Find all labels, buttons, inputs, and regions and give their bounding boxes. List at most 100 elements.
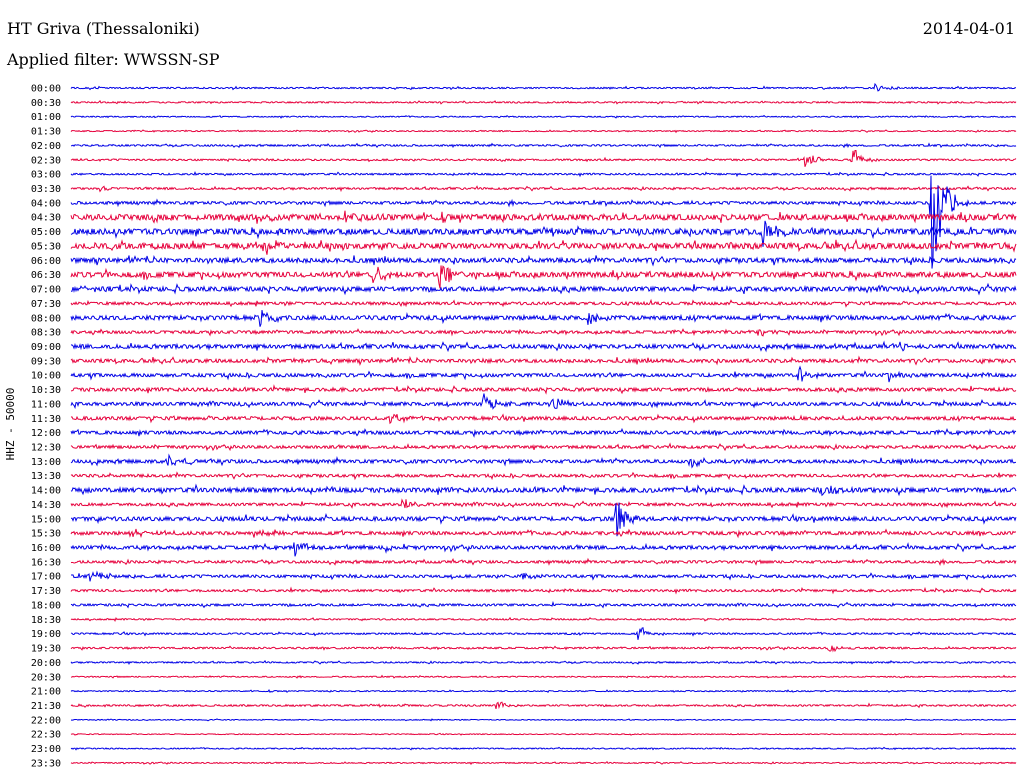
trace-row-0730 xyxy=(70,298,1017,308)
trace-row-1800 xyxy=(70,600,1017,609)
trace-row-2300 xyxy=(70,746,1017,751)
row-time-label: 10:00 xyxy=(31,371,61,382)
trace-row-0300 xyxy=(70,170,1017,178)
trace-row-1100 xyxy=(70,393,1017,410)
row-time-label: 10:30 xyxy=(31,385,61,396)
row-time-label: 20:30 xyxy=(31,672,61,683)
row-time-label: 12:00 xyxy=(31,428,61,439)
trace-row-1230 xyxy=(70,442,1017,452)
trace-row-0600 xyxy=(70,254,1017,267)
trace-row-1700 xyxy=(70,570,1017,582)
time-labels: 00:00 00:30 01:00 01:30 02:00 02:30 03:00 03:30… xyxy=(31,84,61,770)
trace-row-0430 xyxy=(70,210,1017,224)
row-time-label: 13:00 xyxy=(31,457,61,468)
trace-row-1730 xyxy=(70,586,1017,595)
row-time-label: 01:30 xyxy=(31,127,61,138)
row-time-label: 08:30 xyxy=(31,328,61,339)
row-time-label: 07:30 xyxy=(31,299,61,310)
row-time-label: 03:30 xyxy=(31,184,61,195)
row-time-label: 18:00 xyxy=(31,600,61,611)
trace-row-2130 xyxy=(70,701,1017,710)
trace-row-0330 xyxy=(70,185,1017,193)
row-time-label: 17:30 xyxy=(31,586,61,597)
row-time-label: 18:30 xyxy=(31,615,61,626)
row-time-label: 05:30 xyxy=(31,241,61,252)
trace-row-0000 xyxy=(70,82,1017,92)
trace-row-1430 xyxy=(70,498,1017,509)
row-time-label: 14:00 xyxy=(31,486,61,497)
station-title: HT Griva (Thessaloniki) xyxy=(7,19,200,38)
trace-row-2230 xyxy=(70,732,1017,736)
row-time-label: 15:30 xyxy=(31,529,61,540)
trace-row-0630 xyxy=(70,265,1017,289)
trace-row-1900 xyxy=(70,627,1017,640)
trace-row-1000 xyxy=(70,365,1017,383)
row-time-label: 00:30 xyxy=(31,98,61,109)
trace-row-0230 xyxy=(70,150,1017,167)
trace-row-0030 xyxy=(70,100,1017,105)
trace-row-0200 xyxy=(70,142,1017,149)
row-time-label: 07:00 xyxy=(31,285,61,296)
trace-row-1400 xyxy=(70,483,1017,497)
row-time-label: 20:00 xyxy=(31,658,61,669)
row-time-label: 23:30 xyxy=(31,758,61,769)
trace-row-0400 xyxy=(70,175,1017,269)
row-time-label: 09:00 xyxy=(31,342,61,353)
trace-rows xyxy=(70,82,1017,766)
row-time-label: 15:00 xyxy=(31,514,61,525)
trace-row-0800 xyxy=(70,309,1017,327)
row-time-label: 16:30 xyxy=(31,557,61,568)
trace-row-1630 xyxy=(70,557,1017,567)
trace-row-1830 xyxy=(70,616,1017,622)
row-time-label: 01:00 xyxy=(31,112,61,123)
row-time-label: 08:00 xyxy=(31,313,61,324)
row-time-label: 22:30 xyxy=(31,730,61,741)
trace-row-2330 xyxy=(70,760,1017,766)
trace-row-0700 xyxy=(70,282,1017,296)
row-time-label: 05:00 xyxy=(31,227,61,238)
row-time-label: 06:00 xyxy=(31,256,61,267)
row-time-label: 02:00 xyxy=(31,141,61,152)
trace-row-0530 xyxy=(70,238,1017,255)
trace-row-0930 xyxy=(70,355,1017,367)
row-time-label: 12:30 xyxy=(31,443,61,454)
row-time-label: 00:00 xyxy=(31,84,61,95)
trace-row-2000 xyxy=(70,659,1017,666)
row-time-label: 11:00 xyxy=(31,399,61,410)
trace-row-1530 xyxy=(70,528,1017,539)
trace-row-0900 xyxy=(70,340,1017,353)
trace-row-1930 xyxy=(70,645,1017,653)
row-time-label: 16:00 xyxy=(31,543,61,554)
row-time-label: 21:30 xyxy=(31,701,61,712)
row-time-label: 23:00 xyxy=(31,744,61,755)
row-time-label: 09:30 xyxy=(31,356,61,367)
row-time-label: 03:00 xyxy=(31,170,61,181)
row-time-label: 06:30 xyxy=(31,270,61,281)
trace-row-1030 xyxy=(70,384,1017,395)
trace-row-1200 xyxy=(70,427,1017,438)
row-time-label: 11:30 xyxy=(31,414,61,425)
trace-row-0500 xyxy=(70,220,1017,247)
trace-row-1600 xyxy=(70,542,1017,557)
trace-row-1130 xyxy=(70,413,1017,425)
trace-row-0130 xyxy=(70,129,1017,134)
trace-row-2100 xyxy=(70,689,1017,694)
trace-row-2030 xyxy=(70,674,1017,679)
row-time-label: 21:00 xyxy=(31,687,61,698)
row-time-label: 13:30 xyxy=(31,471,61,482)
row-time-label: 19:30 xyxy=(31,644,61,655)
date-label: 2014-04-01 xyxy=(922,19,1015,38)
trace-row-1500 xyxy=(70,502,1017,537)
trace-row-0100 xyxy=(70,114,1017,119)
row-time-label: 04:00 xyxy=(31,198,61,209)
row-time-label: 02:30 xyxy=(31,155,61,166)
trace-row-2200 xyxy=(70,718,1017,722)
trace-row-1330 xyxy=(70,471,1017,481)
row-time-label: 04:30 xyxy=(31,213,61,224)
row-time-label: 14:30 xyxy=(31,500,61,511)
trace-row-0830 xyxy=(70,328,1017,337)
trace-row-1300 xyxy=(70,453,1017,469)
row-time-label: 22:00 xyxy=(31,715,61,726)
row-time-label: 17:00 xyxy=(31,572,61,583)
